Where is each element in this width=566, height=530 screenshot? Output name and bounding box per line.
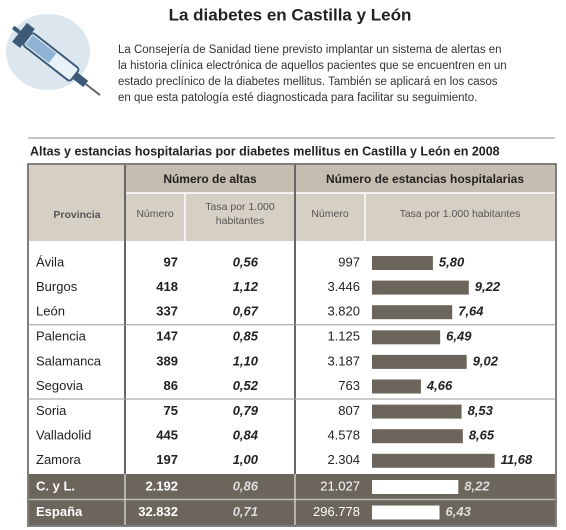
stays-rate: 8,65 <box>469 428 495 443</box>
rate-bar <box>372 355 467 369</box>
rate-bar <box>372 305 452 319</box>
altas-number: 147 <box>156 329 178 344</box>
province: Segovia <box>36 378 84 393</box>
rate-bar <box>372 506 440 520</box>
province: Burgos <box>36 279 78 294</box>
rate-bar <box>372 380 421 394</box>
stays-rate: 7,64 <box>458 304 484 319</box>
altas-number: 75 <box>164 403 178 418</box>
stays-number: 2.304 <box>327 452 360 467</box>
province: Palencia <box>36 329 87 344</box>
syringe-icon <box>6 14 107 105</box>
rate-bar <box>372 454 495 468</box>
column-header: Tasa por 1.000 habitantes <box>400 208 521 220</box>
rate-bar <box>372 429 463 443</box>
stays-rate: 9,22 <box>475 279 501 294</box>
altas-rate: 1,12 <box>233 279 259 294</box>
altas-rate: 0,71 <box>233 504 258 519</box>
stays-number: 3.446 <box>327 279 360 294</box>
altas-number: 418 <box>156 279 178 294</box>
infographic: La diabetes en Castilla y León La Consej… <box>0 0 566 530</box>
altas-number: 389 <box>156 353 178 368</box>
column-header: Número <box>136 208 174 220</box>
stays-number: 763 <box>338 378 360 393</box>
stays-number: 997 <box>338 254 360 269</box>
stays-number: 807 <box>338 403 360 418</box>
altas-rate: 1,10 <box>233 353 259 368</box>
column-header: Tasa por 1.000 <box>205 201 275 213</box>
stays-rate: 6,43 <box>446 504 472 519</box>
stays-number: 1.125 <box>327 329 360 344</box>
altas-number: 2.192 <box>145 478 178 493</box>
body-text: en que esta patología esté diagnosticada… <box>118 92 477 104</box>
body-text: la historia clínica electrónica de aquel… <box>118 60 507 72</box>
altas-rate: 0,84 <box>233 428 259 443</box>
province: Ávila <box>36 254 65 269</box>
stays-number: 4.578 <box>327 428 360 443</box>
altas-number: 86 <box>164 378 178 393</box>
altas-rate: 0,67 <box>233 304 259 319</box>
column-header: Número <box>311 208 349 220</box>
province: Zamora <box>36 452 82 467</box>
altas-number: 32.832 <box>138 504 178 519</box>
province: España <box>36 504 83 519</box>
altas-rate: 0,79 <box>233 403 259 418</box>
stays-number: 296.778 <box>313 504 360 519</box>
altas-number: 445 <box>156 428 178 443</box>
altas-rate: 0,52 <box>233 378 259 393</box>
group-header: Número de altas <box>163 172 257 186</box>
rate-bar <box>372 256 433 270</box>
stays-number: 21.027 <box>320 478 360 493</box>
stays-rate: 6,49 <box>446 329 472 344</box>
title: La diabetes en Castilla y León <box>169 5 412 24</box>
altas-rate: 0,85 <box>233 329 259 344</box>
table-title: Altas y estancias hospitalarias por diab… <box>30 144 500 158</box>
stays-number: 3.187 <box>327 353 360 368</box>
stays-rate: 8,53 <box>468 403 494 418</box>
body-text: estado preclínico de la diabetes mellitu… <box>118 76 498 88</box>
altas-rate: 0,86 <box>233 478 259 493</box>
stays-rate: 11,68 <box>501 452 533 467</box>
altas-rate: 0,56 <box>233 254 259 269</box>
province: C. y L. <box>36 478 75 493</box>
rate-bar <box>372 405 462 419</box>
group-header: Número de estancias hospitalarias <box>326 172 524 186</box>
stays-rate: 8,22 <box>464 478 490 493</box>
column-header: habitantes <box>216 215 264 227</box>
province: León <box>36 304 65 319</box>
province: Salamanca <box>36 353 102 368</box>
column-header: Provincia <box>53 209 100 221</box>
province: Soria <box>36 403 67 418</box>
stays-rate: 5,80 <box>439 254 465 269</box>
altas-number: 337 <box>156 304 178 319</box>
altas-number: 97 <box>164 254 178 269</box>
altas-rate: 1,00 <box>233 452 259 467</box>
stays-number: 3.820 <box>327 304 360 319</box>
province: Valladolid <box>36 428 91 443</box>
rate-bar <box>372 480 458 494</box>
rate-bar <box>372 281 469 295</box>
stays-rate: 9,02 <box>473 353 499 368</box>
stays-rate: 4,66 <box>426 378 453 393</box>
body-text: La Consejería de Sanidad tiene previsto … <box>118 44 502 56</box>
rate-bar <box>372 330 440 344</box>
altas-number: 197 <box>156 452 178 467</box>
